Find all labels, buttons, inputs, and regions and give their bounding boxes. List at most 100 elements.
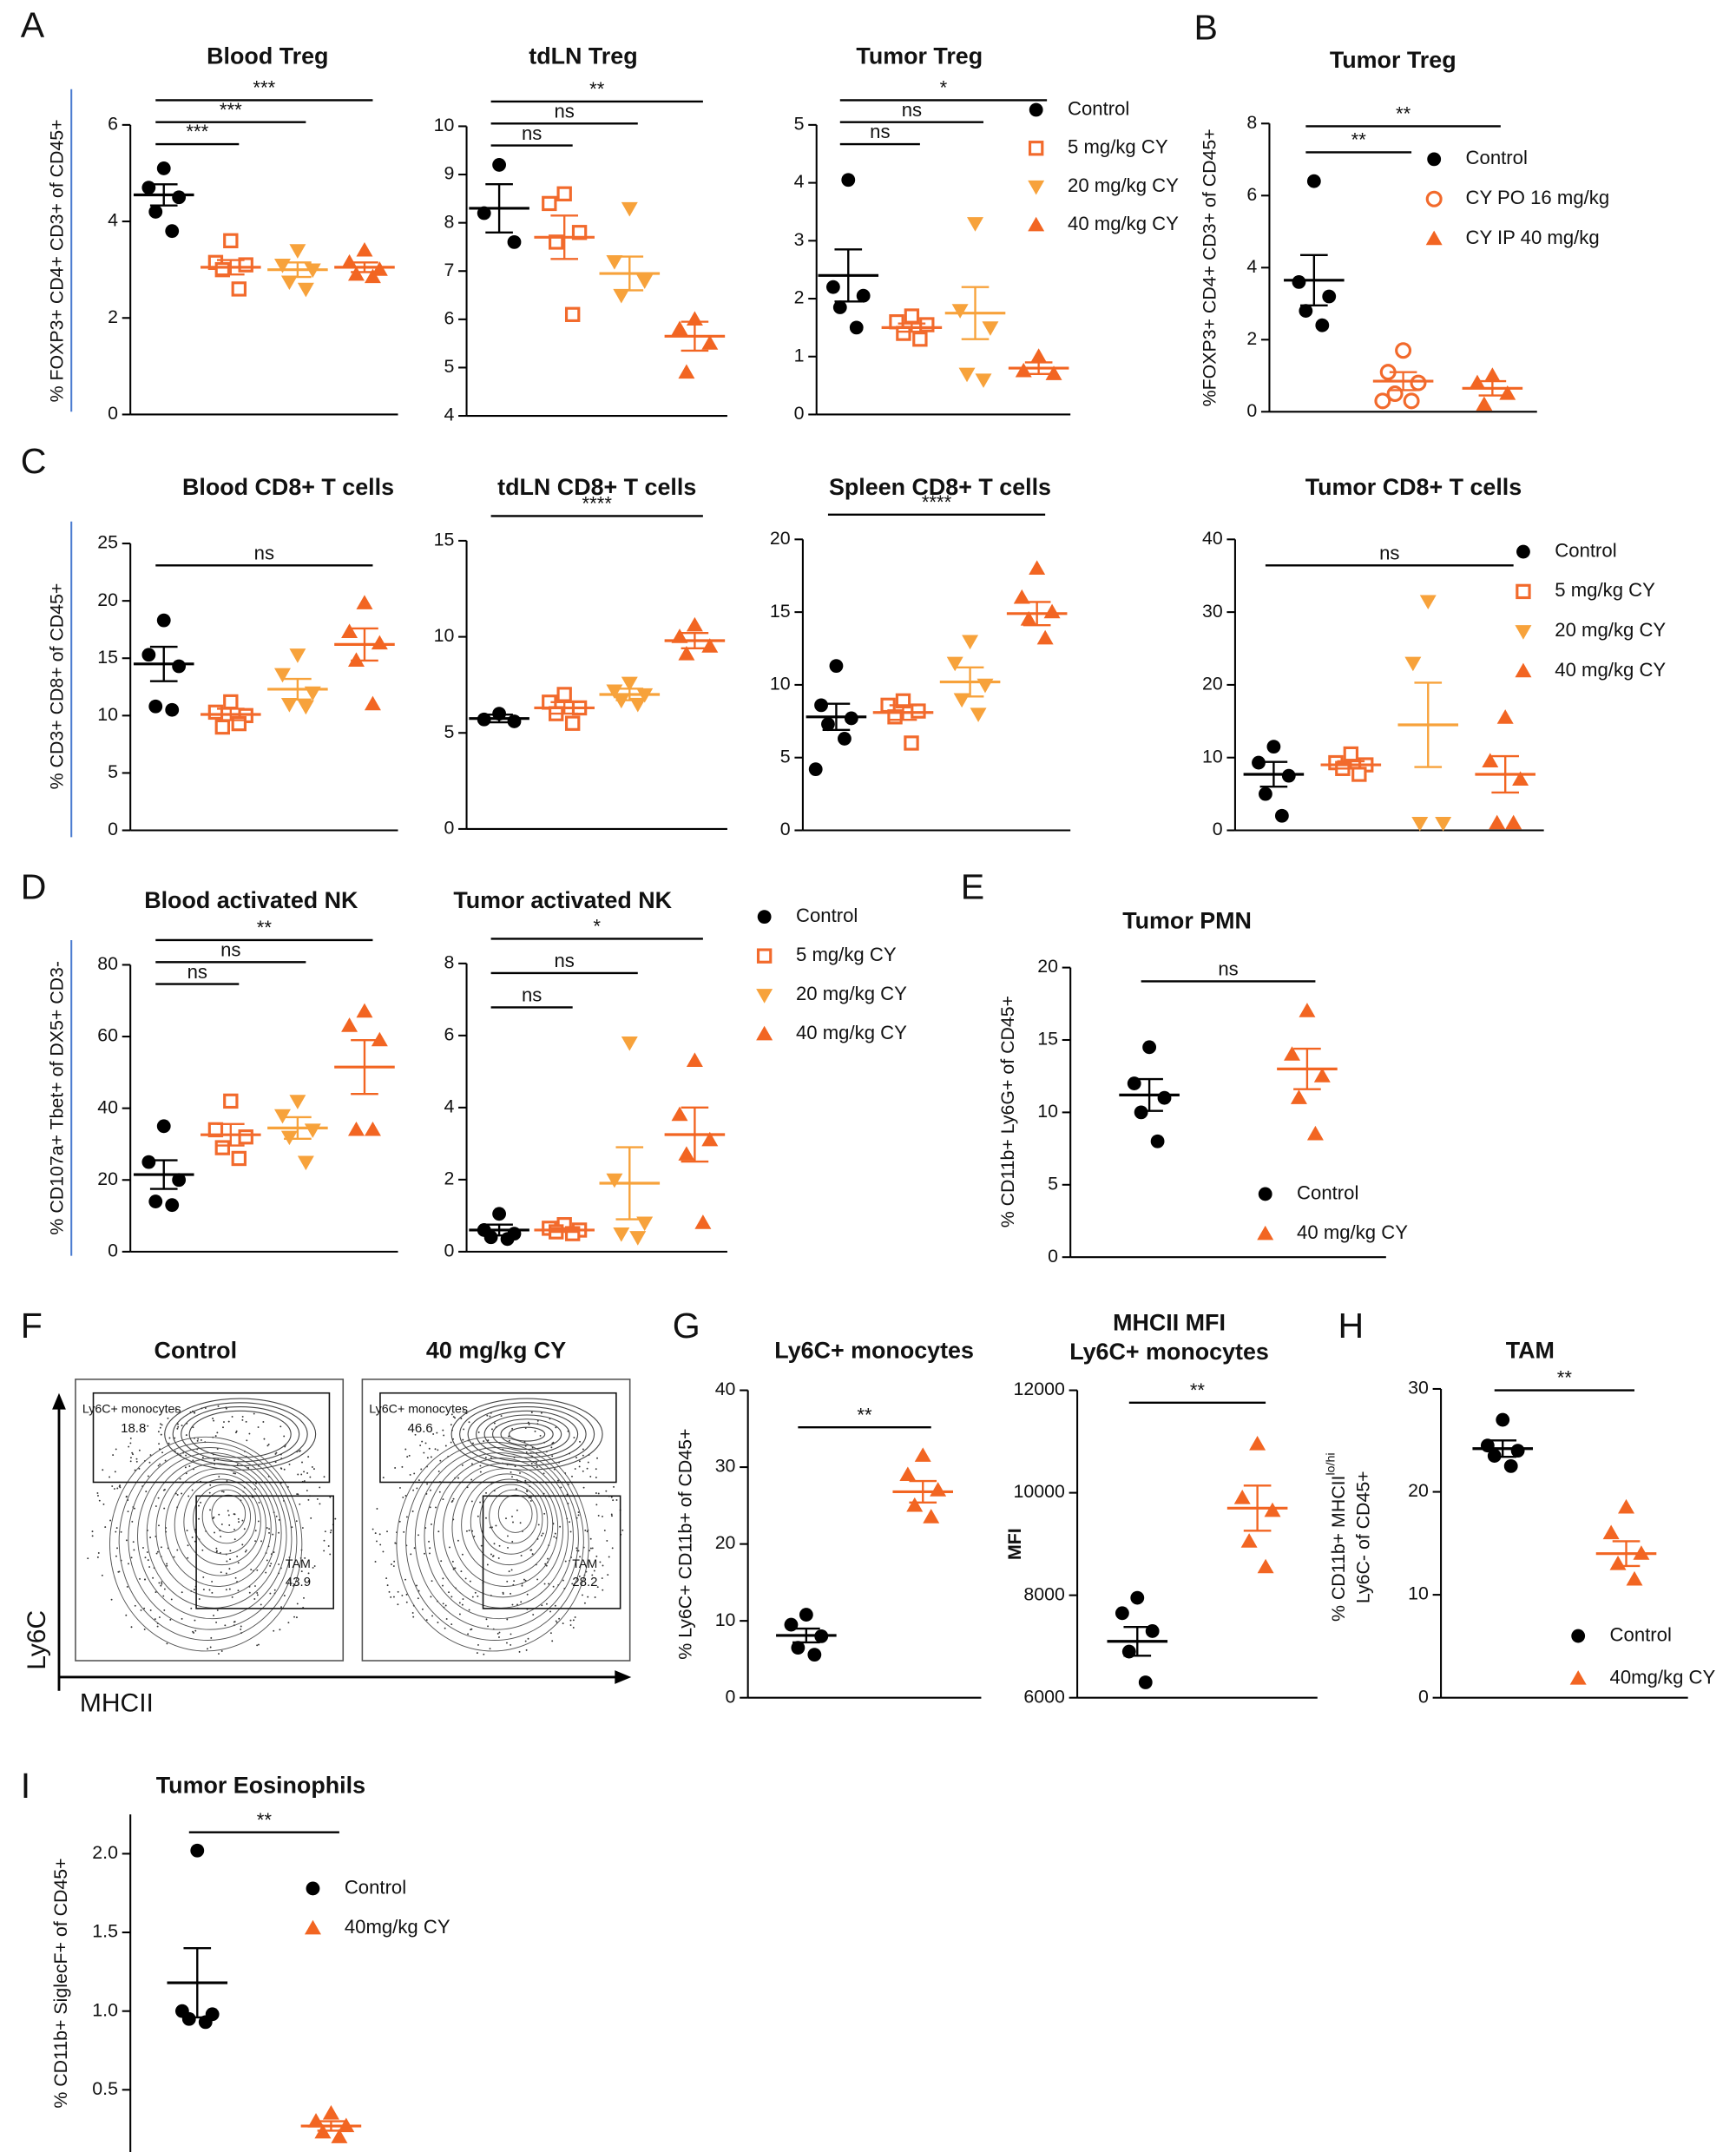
flow-title: Control xyxy=(155,1337,237,1363)
data-point xyxy=(148,205,163,219)
event-dot xyxy=(397,1603,399,1606)
event-dot xyxy=(491,1428,493,1431)
data-point xyxy=(1306,174,1321,188)
legend-label: 40 mg/kg CY xyxy=(1555,659,1666,681)
data-point xyxy=(556,687,572,702)
event-dot xyxy=(450,1413,453,1416)
contour xyxy=(479,1484,543,1555)
event-dot xyxy=(489,1648,491,1650)
event-dot xyxy=(374,1532,377,1535)
event-dot xyxy=(125,1614,128,1616)
event-dot xyxy=(96,1556,99,1558)
data-point xyxy=(678,364,695,379)
data-point xyxy=(274,1109,291,1124)
legend-label: 20 mg/kg CY xyxy=(1555,619,1666,641)
event-dot xyxy=(212,1517,214,1519)
event-dot xyxy=(168,1437,171,1439)
event-dot xyxy=(185,1472,187,1475)
sem-bar xyxy=(485,714,513,724)
significance-label: ns xyxy=(1218,958,1238,980)
data-point xyxy=(1602,1524,1620,1540)
data-point xyxy=(1020,611,1037,626)
sem-bar xyxy=(615,255,644,292)
event-dot xyxy=(431,1615,434,1617)
event-dot xyxy=(511,1515,513,1517)
y-tick-label: 5 xyxy=(108,761,118,782)
data-point xyxy=(694,1214,712,1229)
event-dot xyxy=(156,1550,159,1553)
event-dot xyxy=(543,1583,546,1585)
significance-label: **** xyxy=(922,491,952,513)
data-point xyxy=(621,1037,638,1051)
event-dot xyxy=(470,1478,473,1481)
event-dot xyxy=(506,1618,509,1621)
legend-marker xyxy=(1028,141,1044,156)
data-point xyxy=(477,206,491,220)
data-point xyxy=(507,234,522,249)
event-dot xyxy=(299,1503,301,1505)
event-dot xyxy=(185,1434,187,1437)
data-point xyxy=(1410,374,1427,392)
event-dot xyxy=(101,1574,103,1576)
event-dot xyxy=(496,1632,499,1635)
event-dot xyxy=(334,1517,337,1520)
y-tick-label: 5 xyxy=(444,356,454,377)
chart-title: TAM xyxy=(1506,1337,1555,1363)
dot-plot: 0 2 4 6 Blood Treg % FOXP3+ CD4+ CD3+ of CD45… xyxy=(46,43,398,424)
event-dot xyxy=(260,1603,262,1606)
event-dot xyxy=(157,1497,160,1499)
event-dot xyxy=(187,1495,190,1497)
event-dot xyxy=(579,1440,581,1443)
sem-bar xyxy=(149,645,178,682)
data-point xyxy=(156,161,171,175)
data-point xyxy=(231,281,247,297)
event-dot xyxy=(303,1480,306,1482)
event-dot xyxy=(311,1466,313,1468)
y-tick-label: 0 xyxy=(726,1686,736,1707)
event-dot xyxy=(537,1524,540,1526)
contour xyxy=(461,1473,554,1576)
data-point xyxy=(1299,1003,1316,1017)
event-dot xyxy=(161,1581,163,1583)
significance-label: ns xyxy=(902,99,922,121)
event-dot xyxy=(267,1443,270,1445)
y-tick-label: 0 xyxy=(108,819,118,839)
event-dot xyxy=(237,1517,240,1520)
event-dot xyxy=(132,1453,135,1456)
event-dot xyxy=(220,1536,222,1537)
event-dot xyxy=(256,1644,259,1647)
data-point xyxy=(1395,342,1412,359)
event-dot xyxy=(187,1556,189,1559)
event-dot xyxy=(196,1439,199,1442)
event-dot xyxy=(174,1437,176,1439)
sem-bar xyxy=(1135,1077,1163,1112)
gate-value: 18.8 xyxy=(121,1421,146,1436)
flow-plots: Control Ly6C+ monocytes 18.8 TAM 43.9 40 mg/k… xyxy=(23,1337,632,1718)
data-point xyxy=(223,1093,239,1109)
data-point xyxy=(564,715,581,731)
sem-bar xyxy=(681,631,709,650)
event-dot xyxy=(138,1467,141,1470)
event-dot xyxy=(439,1459,442,1462)
data-point xyxy=(799,1608,813,1622)
y-axis-label: % Ly6C+ CD11b+ of CD45+ xyxy=(674,1429,695,1660)
legend-label: Control xyxy=(1297,1181,1358,1203)
data-point xyxy=(156,613,171,628)
event-dot xyxy=(536,1465,538,1468)
data-point xyxy=(1315,318,1330,332)
data-point xyxy=(1036,629,1054,645)
y-tick-label: 0 xyxy=(108,403,118,424)
event-dot xyxy=(181,1617,183,1620)
event-dot xyxy=(149,1454,152,1456)
event-dot xyxy=(495,1524,497,1527)
contour xyxy=(483,1414,570,1454)
event-dot xyxy=(143,1578,146,1581)
event-dot xyxy=(133,1549,135,1551)
legend-label: 40mg/kg CY xyxy=(1610,1666,1716,1688)
event-dot xyxy=(429,1552,431,1555)
event-dot xyxy=(536,1578,539,1581)
dot-plot: 6000 8000 10000 12000 MHCII MFI Ly6C+ monocyt… xyxy=(1004,1310,1318,1707)
y-tick-label: 10 xyxy=(1408,1583,1429,1604)
significance-label: ns xyxy=(1379,543,1399,564)
